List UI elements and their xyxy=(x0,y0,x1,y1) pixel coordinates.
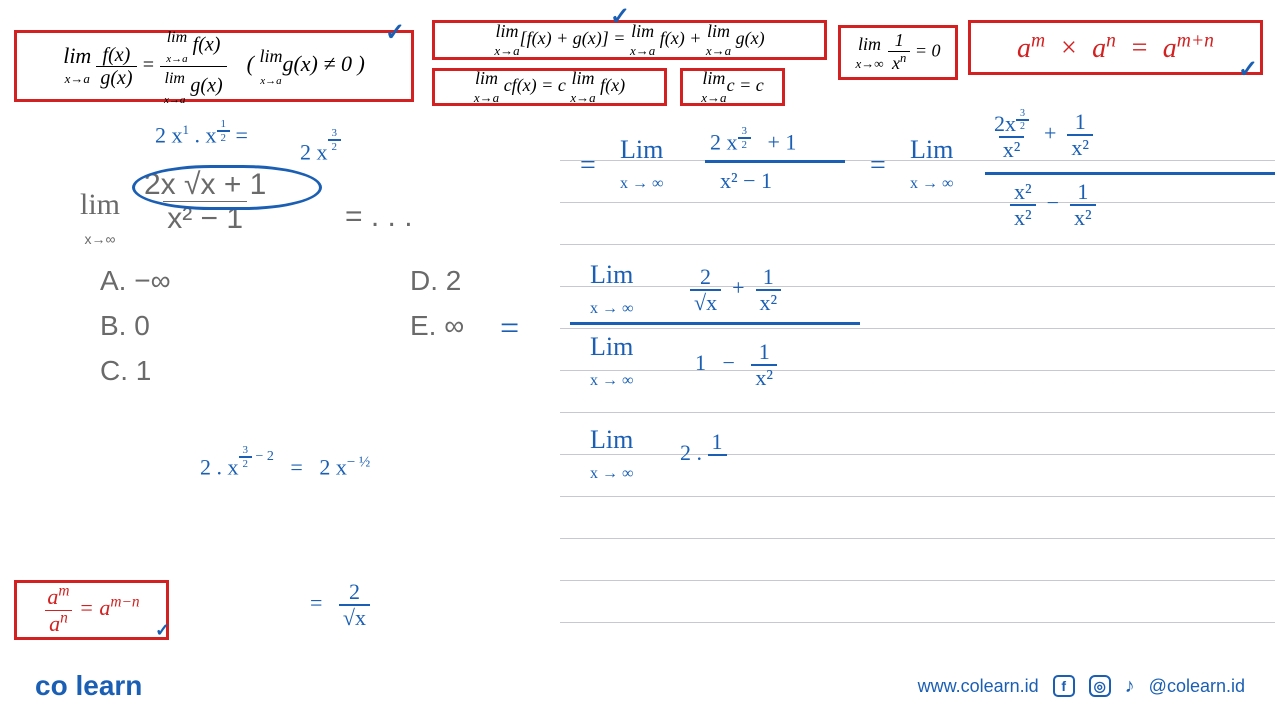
work-r1-eq: = xyxy=(580,150,596,182)
work-r1b-bar xyxy=(985,172,1275,175)
rule-box-quotient: limx→a f(x)g(x) = limx→a f(x) limx→a g(x… xyxy=(14,30,414,102)
rule-box-expprod: am × an = am+n xyxy=(968,20,1263,75)
instagram-icon: ◎ xyxy=(1089,675,1111,697)
rule-quotient: limx→a f(x)g(x) = limx→a f(x) limx→a g(x… xyxy=(63,26,365,107)
check-icon: ✓ xyxy=(385,18,405,47)
rule-const: limx→ac = c xyxy=(701,69,763,105)
work-left-3: = 2√x xyxy=(310,580,370,630)
work-r2-bot-expr: 1 − 1x² xyxy=(695,340,777,390)
work-r2-lim-bot: Limx → ∞ xyxy=(590,332,633,392)
work-left-1b: 2 x32 xyxy=(300,135,341,165)
work-r1-den: x² − 1 xyxy=(720,168,772,194)
footer-url: www.colearn.id xyxy=(918,676,1039,697)
rule-constmult: limx→a cf(x) = c limx→a f(x) xyxy=(474,69,625,105)
choice-a: A. −∞ xyxy=(100,265,171,297)
rule-expprod: am × an = am+n xyxy=(1017,30,1214,64)
work-r1b-num: 2x32x² + 1x² xyxy=(990,108,1093,162)
work-r1b-eq: = xyxy=(870,150,886,182)
choice-d: D. 2 xyxy=(410,265,461,297)
brand-logo: co learn xyxy=(35,670,142,702)
work-r3-expr: 2 . 1 xyxy=(680,430,727,480)
rule-box-invpower: limx→∞ 1xn = 0 xyxy=(838,25,958,80)
choice-b: B. 0 xyxy=(100,310,150,342)
check-icon: ✓ xyxy=(155,620,170,641)
work-r1b-den: x²x² − 1x² xyxy=(1010,180,1096,230)
footer-right: www.colearn.id f ◎ ♪ @colearn.id xyxy=(918,675,1245,698)
rule-invpower: limx→∞ 1xn = 0 xyxy=(856,31,941,74)
tiktok-icon: ♪ xyxy=(1125,675,1135,698)
rule-box-const: limx→ac = c xyxy=(680,68,785,106)
footer: co learn www.colearn.id f ◎ ♪ @colearn.i… xyxy=(35,670,1245,702)
choice-e: E. ∞ xyxy=(410,310,464,342)
facebook-icon: f xyxy=(1053,675,1075,697)
work-r1-num: 2 x32 + 1 xyxy=(710,125,796,155)
work-r3-lim: Limx → ∞ xyxy=(590,425,633,485)
rule-box-constmult: limx→a cf(x) = c limx→a f(x) xyxy=(432,68,667,106)
work-r1-lim: Limx → ∞ xyxy=(620,135,663,195)
work-left-1: 2 x1 . x12 = xyxy=(155,118,248,148)
choice-c: C. 1 xyxy=(100,355,151,387)
footer-handle: @colearn.id xyxy=(1149,676,1245,697)
highlight-circle xyxy=(132,165,322,210)
rule-box-expquot: aman = am−n xyxy=(14,580,169,640)
work-r1-bar xyxy=(705,160,845,163)
check-icon: ✓ xyxy=(1238,55,1258,84)
problem-equals: = . . . xyxy=(345,200,413,234)
work-r1b-lim: Limx → ∞ xyxy=(910,135,953,195)
work-r2-eq: = xyxy=(500,310,519,348)
problem-limit: lim x→∞ xyxy=(80,190,120,252)
check-icon: ✓ xyxy=(610,2,630,31)
work-r2-bar xyxy=(570,322,860,325)
work-r2-top-expr: 2√x + 1x² xyxy=(690,265,781,315)
rule-expquot: aman = am−n xyxy=(43,584,139,636)
work-left-2: 2 . x32 − 2 = 2 x− ½ xyxy=(200,450,370,481)
work-r2-lim-top: Limx → ∞ xyxy=(590,260,633,320)
